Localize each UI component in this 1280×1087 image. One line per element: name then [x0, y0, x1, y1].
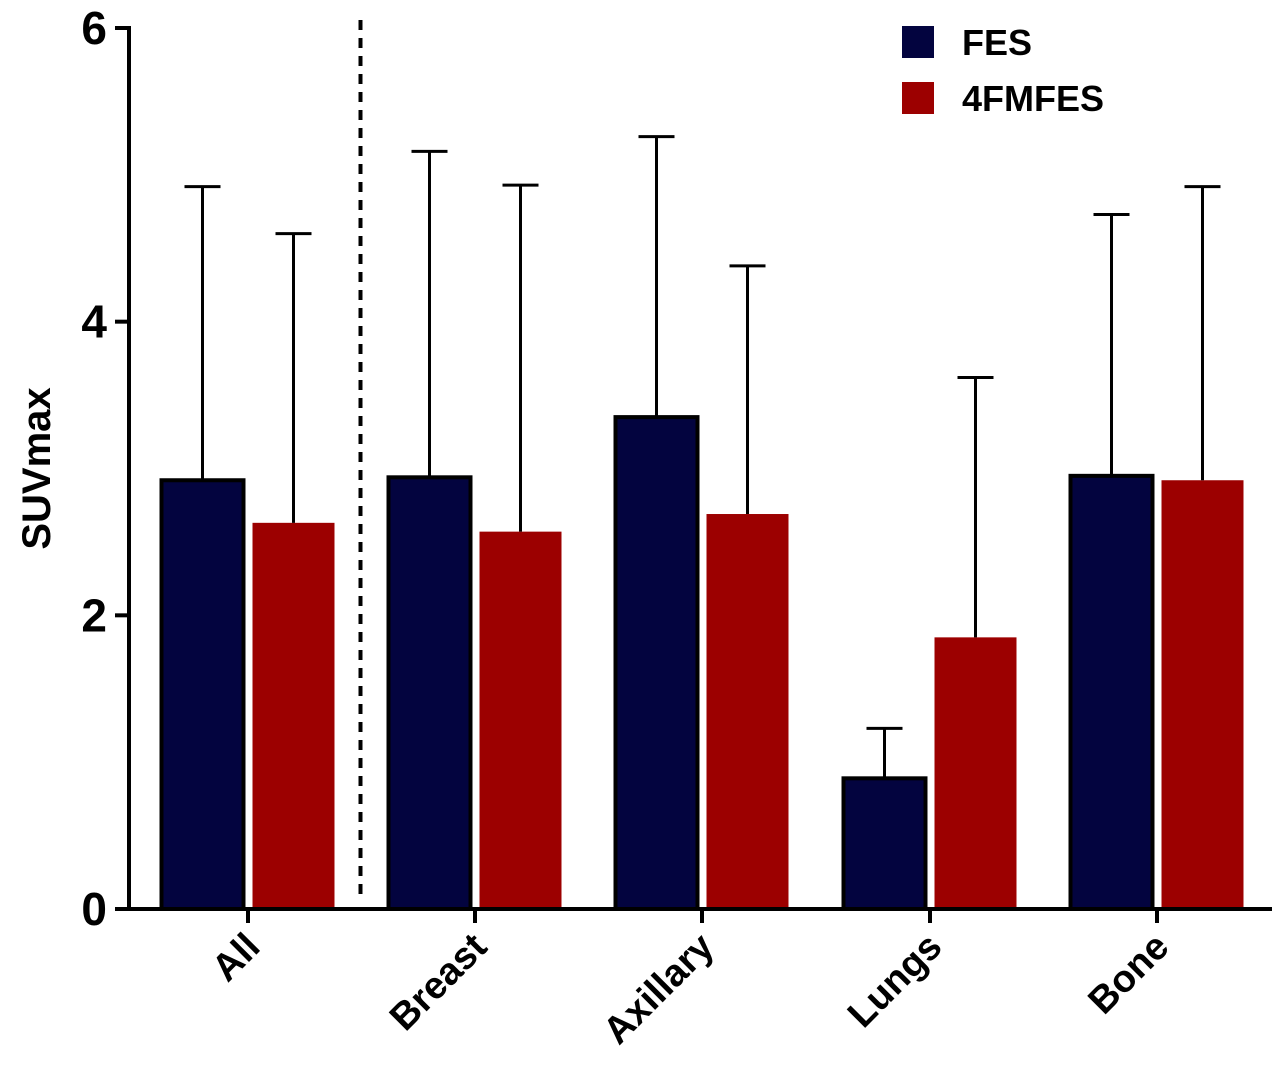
x-tick-label-lungs: Lungs: [840, 926, 950, 1036]
x-tick-label-breast: Breast: [382, 925, 496, 1039]
legend-swatch-4fmfes: [902, 82, 934, 114]
y-tick-label-0: 0: [81, 883, 107, 935]
legend-label-4fmfes: 4FMFES: [962, 78, 1104, 119]
bar-4fmfes-lungs: [934, 637, 1017, 909]
bar-fes-bone: [1068, 473, 1155, 911]
legend-swatch-fes: [902, 26, 934, 58]
legend-label-fes: FES: [962, 22, 1032, 63]
bar-4fmfes-all: [252, 522, 335, 909]
y-tick-label-2: 2: [81, 589, 107, 641]
x-tick-label-all: All: [204, 926, 268, 990]
bar-4fmfes-breast: [479, 531, 562, 909]
x-tick-label-axillary: Axillary: [596, 926, 723, 1053]
bar-fes-axillary: [613, 415, 700, 911]
bar-fes-breast: [386, 475, 473, 911]
y-tick-label-6: 6: [81, 2, 107, 54]
bar-fes-lungs: [841, 776, 928, 912]
x-tick-label-bone: Bone: [1080, 926, 1177, 1023]
bar-fes-all: [159, 478, 246, 911]
bar-4fmfes-bone: [1161, 480, 1244, 909]
bar-4fmfes-axillary: [706, 514, 789, 909]
y-tick-label-4: 4: [81, 296, 107, 348]
y-axis-label: SUVmax: [15, 387, 59, 549]
